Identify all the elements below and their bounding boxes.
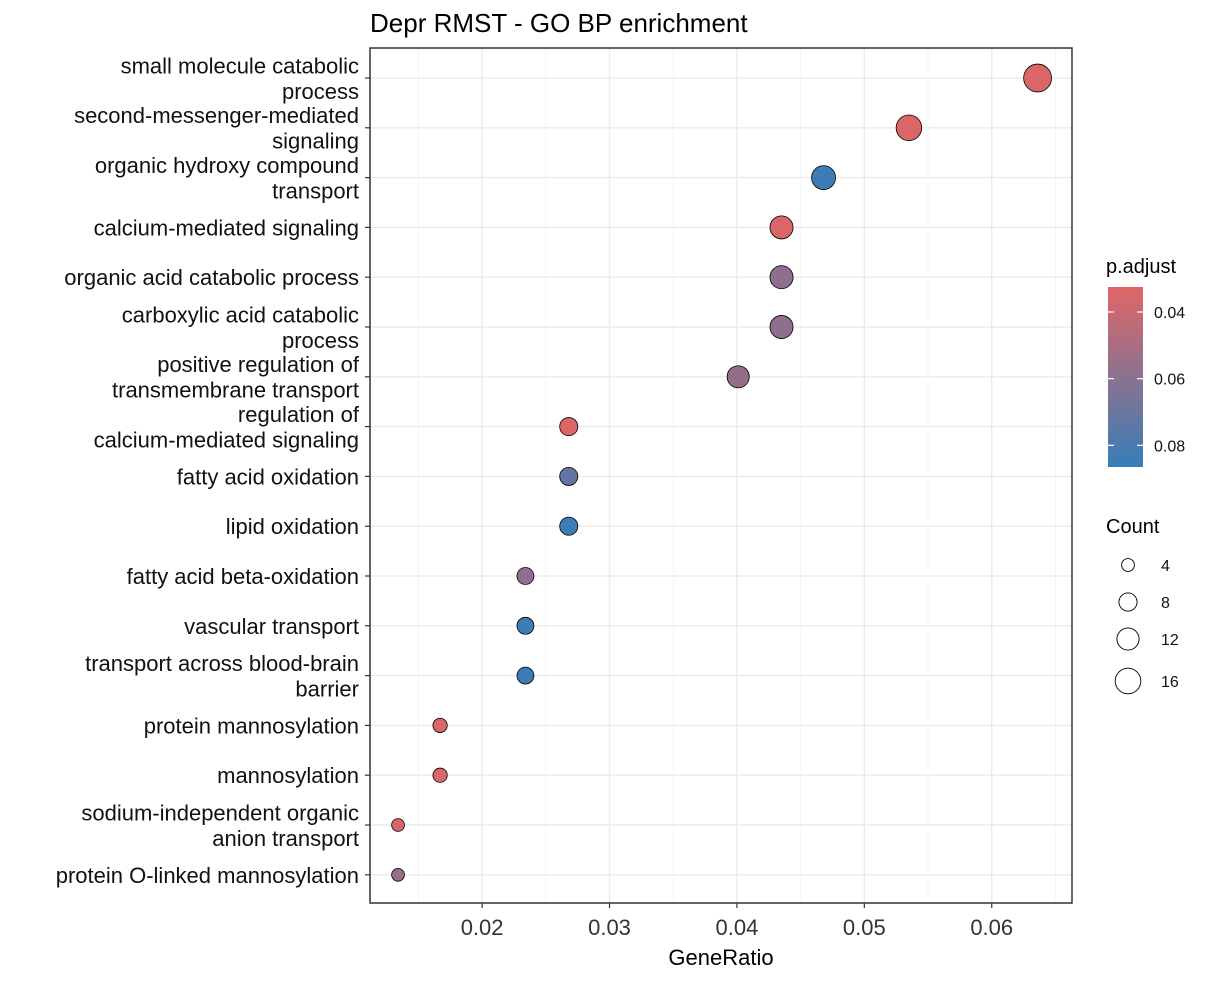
y-tick-label: fatty acid beta-oxidation [127,564,359,589]
data-point [895,114,923,142]
data-point [559,417,579,437]
y-tick-label: sodium-independent organic [81,800,359,825]
x-tick-label: 0.06 [970,915,1013,940]
y-axis: small molecule catabolicprocesssecond-me… [56,53,370,888]
y-tick-label: organic acid catabolic process [64,265,359,290]
data-point [391,867,405,882]
y-tick-label: calcium-mediated signaling [94,215,359,240]
data-point [391,818,405,832]
data-point [559,466,579,486]
data-point [516,616,535,635]
y-tick-label: small molecule catabolic [121,53,359,78]
size-legend-key [1114,667,1142,695]
x-tick-label: 0.03 [588,915,631,940]
data-point [811,165,836,190]
x-axis: 0.02 0.03 0.04 0.05 0.06 [461,903,1013,940]
y-tick-label: fatty acid oxidation [177,464,359,489]
panel-background [370,48,1072,903]
points-layer [391,63,1052,882]
y-tick-label: carboxylic acid catabolic [122,302,359,327]
x-tick-label: 0.04 [716,915,759,940]
size-legend-items: 4 8 12 16 [1114,558,1179,695]
data-point [769,215,794,240]
y-tick-label: signaling [272,129,359,154]
color-legend-bar [1108,287,1143,467]
y-tick-label: lipid oxidation [226,514,359,539]
y-tick-label: protein O-linked mannosylation [56,863,359,888]
size-legend-key [1121,558,1135,572]
color-legend-tick-label: 0.08 [1154,438,1185,455]
y-tick-label: protein mannosylation [144,713,359,738]
color-legend-ticks: 0.04 0.06 0.08 [1108,305,1185,455]
size-legend-label: 8 [1161,595,1170,612]
y-tick-label: process [282,328,359,353]
y-tick-label: transport across blood-brain [85,651,359,676]
color-legend-title: p.adjust [1106,256,1176,278]
data-point [432,767,448,783]
data-point [769,265,794,290]
data-point [726,365,750,389]
color-legend-tick-label: 0.04 [1154,305,1185,322]
y-tick-label: vascular transport [184,614,359,639]
chart-title: Depr RMST - GO BP enrichment [370,8,748,38]
y-tick-label: anion transport [212,826,359,851]
data-point [559,516,579,536]
size-legend: Count 4 8 12 16 [1106,516,1179,695]
y-tick-label: transmembrane transport [112,378,359,403]
panel-border [369,47,1073,904]
x-tick-label: 0.05 [843,915,886,940]
data-point [516,567,535,585]
size-legend-label: 4 [1161,558,1170,575]
data-point [432,717,448,733]
y-tick-label: calcium-mediated signaling [94,427,359,452]
y-tick-label: regulation of [238,402,360,427]
size-legend-key [1116,627,1140,651]
color-legend-tick-label: 0.06 [1154,372,1185,389]
size-legend-key [1118,592,1138,612]
y-tick-label: barrier [295,676,359,701]
y-tick-label: mannosylation [217,763,359,788]
y-tick-label: positive regulation of [157,352,360,377]
size-legend-label: 16 [1161,674,1179,691]
x-tick-label: 0.02 [461,915,504,940]
size-legend-label: 12 [1161,632,1179,649]
color-legend: p.adjust 0.04 0.06 0.08 [1106,256,1185,467]
y-tick-label: process [282,79,359,104]
grid-layer [370,48,1072,903]
x-axis-title: GeneRatio [668,945,773,970]
y-tick-label: second-messenger-mediated [74,103,359,128]
y-tick-label: organic hydroxy compound [95,153,359,178]
data-point [1023,63,1052,93]
data-point [769,315,794,339]
size-legend-title: Count [1106,516,1160,538]
y-tick-label: transport [272,178,359,203]
data-point [516,666,535,685]
